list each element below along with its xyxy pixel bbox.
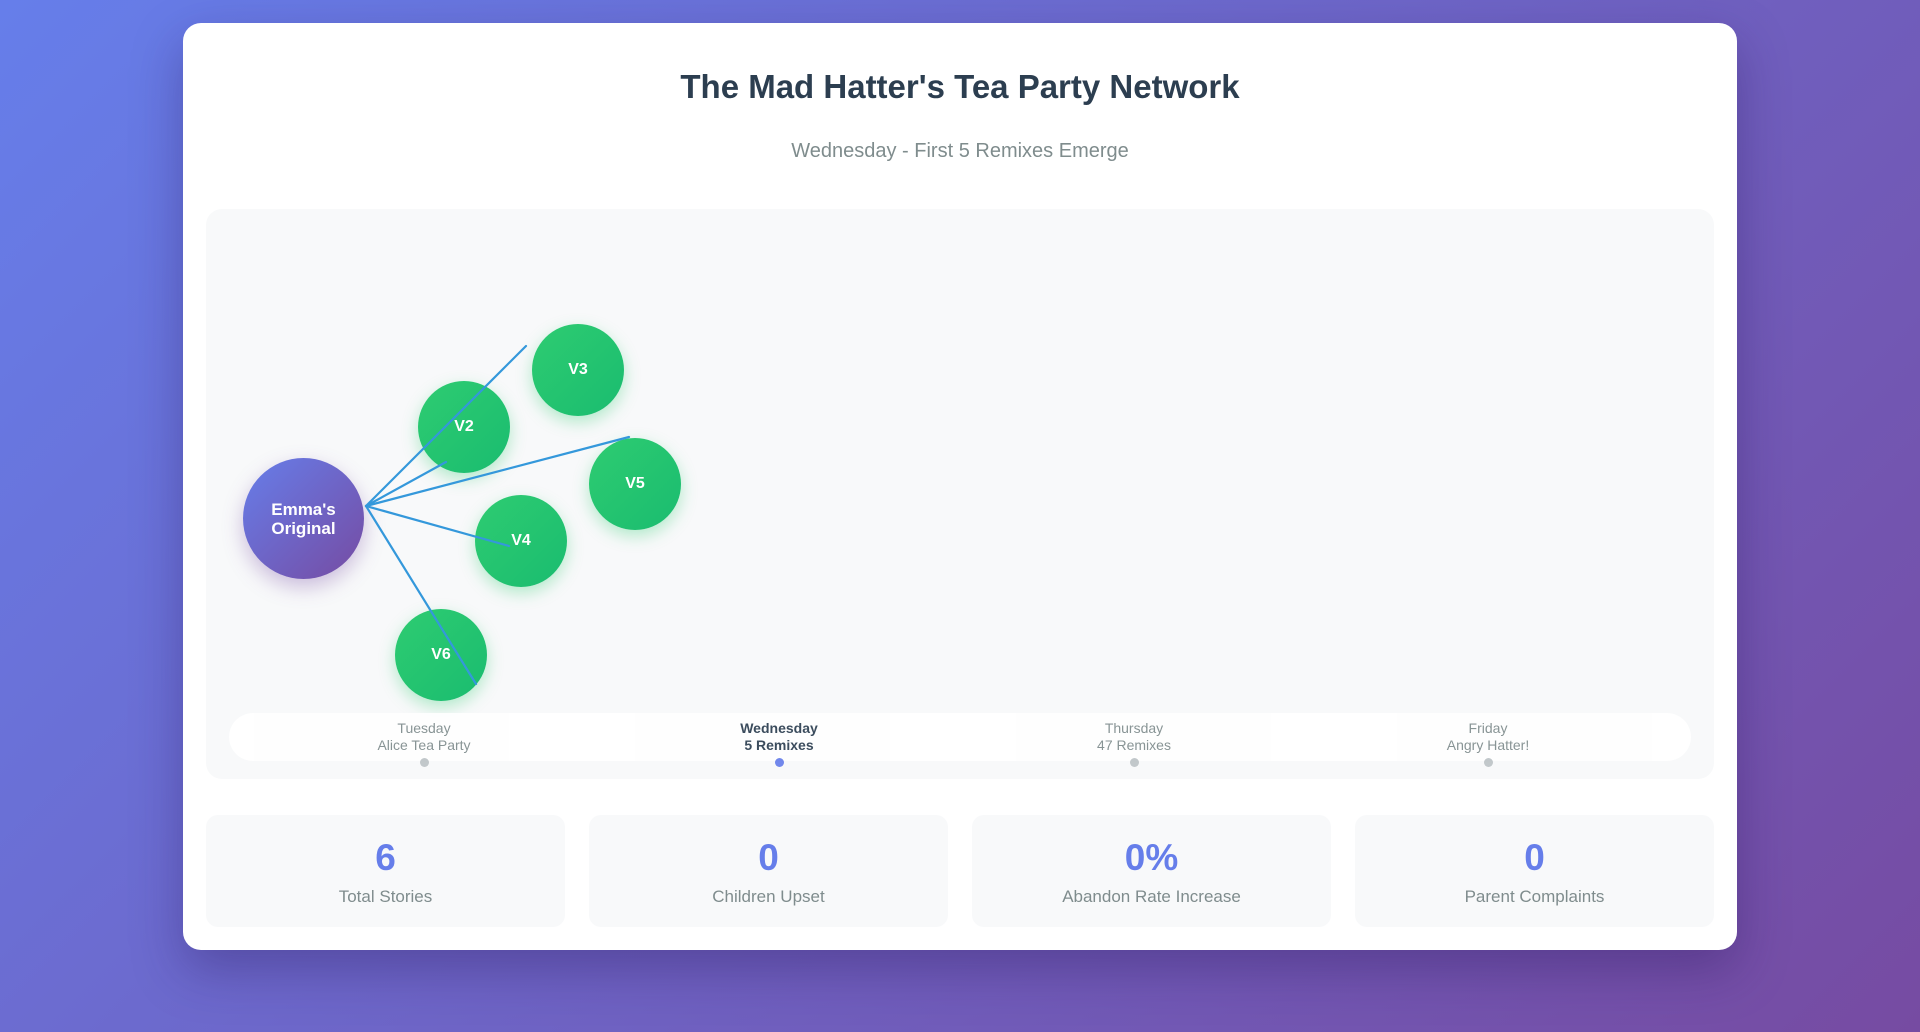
stat-card-children-upset: 0 Children Upset xyxy=(589,815,948,927)
stat-value: 0% xyxy=(1124,837,1179,878)
stat-value: 6 xyxy=(375,837,396,878)
stat-label: Abandon Rate Increase xyxy=(1062,887,1241,906)
timeline-day: Wednesday xyxy=(740,720,818,736)
remix-node-v3[interactable]: V3 xyxy=(532,324,624,416)
timeline-day: Tuesday xyxy=(397,720,451,736)
page-subtitle: Wednesday - First 5 Remixes Emerge xyxy=(791,140,1129,162)
timeline-item-thursday[interactable]: Thursday 47 Remixes xyxy=(1014,720,1254,767)
remix-node-v6[interactable]: V6 xyxy=(395,609,487,701)
timeline-dot xyxy=(1129,758,1139,767)
timeline-detail: 5 Remixes xyxy=(744,737,814,753)
page-title: The Mad Hatter's Tea Party Network xyxy=(680,68,1240,105)
timeline-dot xyxy=(1483,758,1493,767)
stat-label: Total Stories xyxy=(338,887,433,906)
edge-line xyxy=(364,460,448,508)
timeline-item-friday[interactable]: Friday Angry Hatter! xyxy=(1368,720,1608,767)
stat-value: 0 xyxy=(1524,837,1545,878)
timeline-detail: 47 Remixes xyxy=(1097,737,1171,753)
origin-node[interactable]: Emma's Original xyxy=(243,458,364,579)
timeline-day: Thursday xyxy=(1104,720,1164,736)
remix-node-v4[interactable]: V4 xyxy=(475,495,567,587)
timeline-item-tuesday[interactable]: Tuesday Alice Tea Party xyxy=(304,720,544,767)
timeline-dot xyxy=(419,758,429,767)
timeline-dot-active xyxy=(774,758,784,767)
stat-card-parent-complaints: 0 Parent Complaints xyxy=(1355,815,1714,927)
timeline-detail: Alice Tea Party xyxy=(377,737,471,753)
remix-node-v5[interactable]: V5 xyxy=(589,438,681,530)
stat-label: Parent Complaints xyxy=(1464,887,1605,906)
dashboard-card: The Mad Hatter's Tea Party Network Wedne… xyxy=(183,23,1737,950)
stat-value: 0 xyxy=(758,837,779,878)
stat-card-abandon-rate: 0% Abandon Rate Increase xyxy=(972,815,1331,927)
timeline-bar: Tuesday Alice Tea Party Wednesday 5 Remi… xyxy=(229,713,1691,767)
timeline-item-wednesday[interactable]: Wednesday 5 Remixes xyxy=(659,720,899,767)
stat-card-total-stories: 6 Total Stories xyxy=(206,815,565,927)
timeline-day: Friday xyxy=(1468,720,1508,736)
remix-node-v2[interactable]: V2 xyxy=(418,381,510,473)
stat-label: Children Upset xyxy=(712,887,825,906)
timeline-detail: Angry Hatter! xyxy=(1446,737,1530,753)
network-graph: Emma's Original V2 V3 V5 V4 V6 Tuesday A… xyxy=(206,209,1714,779)
